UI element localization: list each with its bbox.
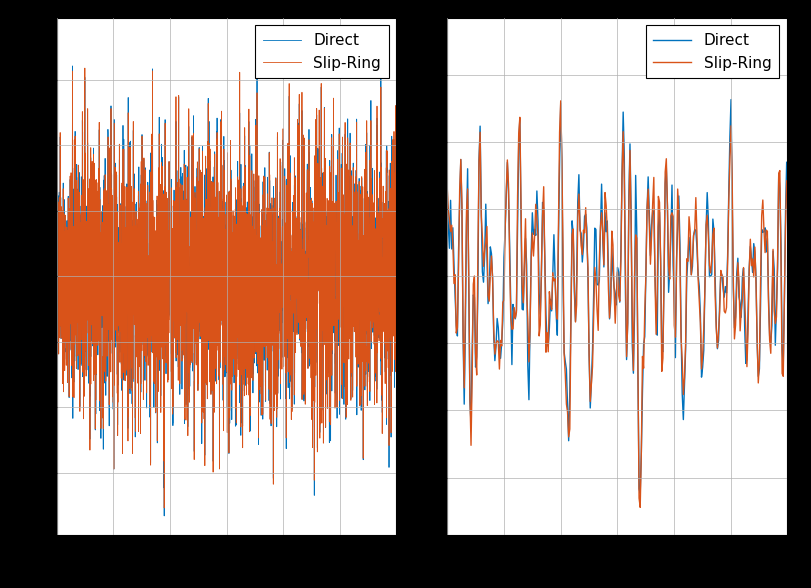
- Direct: [67, 62, 77, 69]
- Direct: [392, 308, 401, 315]
- Line: Slip-Ring: Slip-Ring: [57, 68, 397, 508]
- Slip-Ring: [753, 336, 762, 343]
- Direct: [385, 265, 395, 272]
- Slip-Ring: [782, 178, 792, 185]
- Slip-Ring: [111, 323, 121, 330]
- Slip-Ring: [392, 294, 401, 301]
- Line: Direct: Direct: [447, 99, 787, 493]
- Slip-Ring: [80, 65, 90, 72]
- Direct: [753, 340, 762, 348]
- Direct: [645, 209, 654, 216]
- Slip-Ring: [385, 260, 395, 268]
- Direct: [159, 512, 169, 519]
- Slip-Ring: [444, 207, 453, 214]
- Direct: [182, 251, 192, 258]
- Slip-Ring: [646, 232, 656, 239]
- Legend: Direct, Slip-Ring: Direct, Slip-Ring: [646, 25, 779, 78]
- Slip-Ring: [159, 505, 169, 512]
- Direct: [52, 240, 62, 248]
- Line: Direct: Direct: [57, 66, 397, 516]
- Legend: Direct, Slip-Ring: Direct, Slip-Ring: [255, 25, 388, 78]
- Slip-Ring: [652, 290, 662, 297]
- Slip-Ring: [635, 504, 645, 511]
- Direct: [111, 330, 121, 338]
- Slip-Ring: [646, 260, 655, 268]
- Direct: [444, 222, 453, 229]
- Slip-Ring: [91, 253, 101, 260]
- Slip-Ring: [182, 243, 192, 250]
- Slip-Ring: [556, 97, 565, 104]
- Slip-Ring: [349, 164, 358, 171]
- Slip-Ring: [442, 183, 452, 191]
- Direct: [651, 312, 661, 319]
- Direct: [635, 490, 645, 497]
- Direct: [726, 96, 736, 103]
- Line: Slip-Ring: Slip-Ring: [447, 101, 787, 507]
- Direct: [646, 252, 655, 259]
- Direct: [91, 238, 101, 245]
- Slip-Ring: [731, 322, 740, 329]
- Direct: [349, 159, 358, 166]
- Direct: [782, 159, 792, 166]
- Slip-Ring: [197, 393, 207, 400]
- Slip-Ring: [52, 250, 62, 258]
- Direct: [197, 397, 207, 404]
- Direct: [731, 313, 740, 320]
- Direct: [442, 198, 452, 205]
